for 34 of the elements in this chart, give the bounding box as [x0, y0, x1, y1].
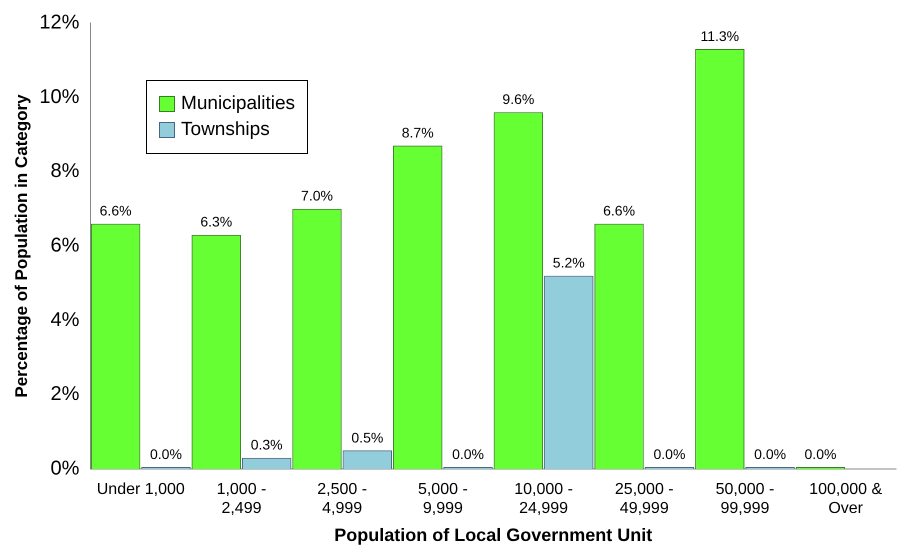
x-axis-title: Population of Local Government Unit [334, 525, 652, 546]
data-label: 0.0% [754, 446, 786, 462]
data-label: 7.0% [301, 188, 333, 204]
data-label: 0.0% [804, 446, 836, 462]
x-tick-label: 2,500 - 4,999 [317, 481, 368, 518]
x-tick-label: 50,000 - 99,999 [716, 481, 774, 518]
data-label: 6.6% [100, 202, 132, 219]
data-label: 0.3% [250, 436, 283, 453]
x-tick-label: 25,000 - 49,999 [614, 481, 674, 518]
data-label: 0.0% [150, 446, 182, 462]
data-label: 9.6% [502, 91, 534, 108]
data-label: 0.0% [653, 446, 686, 462]
legend-label: Townships [181, 119, 270, 141]
data-label: 6.6% [603, 202, 636, 219]
data-label: 5.2% [552, 254, 585, 271]
x-tick-label: 100,000 & Over [809, 481, 882, 518]
y-tick-label: 4% [50, 308, 80, 331]
x-tick-label: 10,000 - 24,999 [514, 481, 573, 518]
data-label: 11.3% [700, 28, 740, 44]
x-tick-label: 5,000 - 9,999 [418, 481, 468, 518]
y-axis-title: Percentage of Population in Category [12, 94, 31, 398]
y-tick-label: 6% [50, 234, 80, 257]
data-label: 0.0% [452, 446, 484, 462]
y-tick-label: 8% [50, 160, 80, 182]
data-label: 0.5% [351, 429, 384, 446]
legend-label: Municipalities [181, 93, 296, 115]
x-tick-label: 1,000 - 2,499 [216, 481, 266, 518]
y-tick-label: 12% [39, 12, 80, 34]
x-tick-label: Under 1,000 [96, 481, 185, 498]
data-label: 8.7% [402, 124, 434, 141]
y-tick-label: 10% [39, 86, 80, 108]
y-tick-label: 0% [50, 458, 80, 480]
y-tick-label: 2% [50, 383, 80, 406]
data-label: 6.3% [200, 214, 232, 230]
